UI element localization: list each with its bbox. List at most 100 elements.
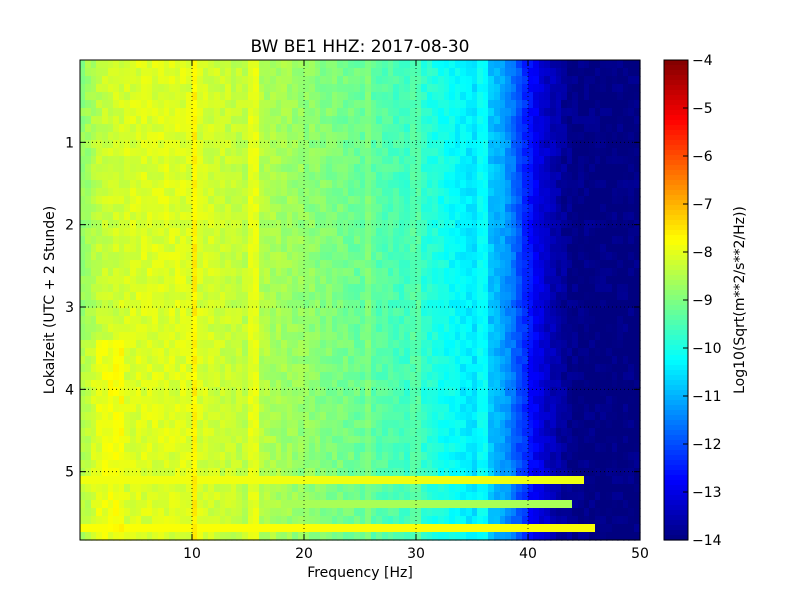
heatmap-cell (449, 428, 457, 437)
heatmap-cell (544, 252, 552, 261)
heatmap-cell (242, 76, 249, 85)
heatmap-cell (158, 84, 165, 93)
heatmap-cell (528, 108, 535, 117)
heatmap-cell (253, 172, 261, 181)
heatmap-cell (225, 308, 233, 317)
heatmap-cell (572, 340, 580, 349)
heatmap-cell (584, 92, 591, 101)
heatmap-cell (119, 84, 126, 93)
heatmap-cell (432, 276, 440, 285)
heatmap-cell (584, 268, 591, 277)
heatmap-cell (460, 100, 468, 109)
heatmap-cell (589, 140, 597, 149)
heatmap-cell (326, 180, 333, 189)
heatmap-cell (488, 436, 496, 445)
heatmap-cell (298, 380, 305, 389)
heatmap-cell (539, 284, 546, 293)
heatmap-cell (248, 204, 255, 213)
heatmap-cell (432, 60, 440, 69)
heatmap-cell (561, 100, 569, 109)
heatmap-cell (421, 132, 429, 141)
heatmap-cell (130, 252, 137, 261)
heatmap-cell (516, 204, 524, 213)
heatmap-cell (203, 100, 210, 109)
heatmap-cell (354, 148, 361, 157)
heatmap-cell (455, 356, 462, 365)
heatmap-cell (152, 252, 160, 261)
heatmap-cell (388, 76, 395, 85)
heatmap-cell (556, 172, 563, 181)
heatmap-cell (382, 284, 389, 293)
heatmap-cell (225, 236, 233, 245)
heatmap-cell (320, 140, 328, 149)
heatmap-cell (304, 76, 311, 85)
heatmap-cell (164, 156, 171, 165)
heatmap-cell (180, 380, 188, 389)
heatmap-cell (488, 116, 496, 125)
heatmap-cell (371, 92, 378, 101)
heatmap-cell (488, 68, 496, 77)
heatmap-cell (320, 260, 328, 269)
heatmap-cell (432, 228, 440, 237)
heatmap-cell (623, 308, 630, 317)
heatmap-cell (410, 420, 417, 429)
heatmap-cell (102, 92, 109, 101)
heatmap-cell (320, 108, 328, 117)
heatmap-cell (354, 324, 361, 333)
heatmap-cell (270, 340, 277, 349)
heatmap-cell (410, 436, 417, 445)
heatmap-cell (197, 84, 205, 93)
heatmap-cell (203, 380, 210, 389)
heatmap-cell (595, 387, 602, 397)
heatmap-cell (404, 188, 412, 198)
heatmap-cell (108, 372, 115, 381)
heatmap-cell (231, 108, 238, 117)
heatmap-cell (208, 108, 216, 117)
heatmap-cell (102, 132, 109, 141)
heatmap-cell (119, 396, 126, 405)
heatmap-cell (197, 428, 205, 437)
heatmap-cell (505, 180, 513, 189)
heatmap-cell (332, 387, 339, 397)
heatmap-cell (130, 348, 137, 357)
heatmap-cell (556, 76, 563, 85)
heatmap-cell (376, 236, 384, 245)
heatmap-cell (382, 332, 389, 341)
heatmap-cell (477, 380, 485, 389)
heatmap-cell (528, 412, 535, 421)
heatmap-cell (360, 428, 367, 437)
heatmap-cell (628, 116, 636, 125)
heatmap-cell (287, 428, 294, 437)
heatmap-cell (259, 196, 266, 205)
heatmap-cell (365, 292, 373, 301)
heatmap-cell (561, 180, 569, 189)
heatmap-cell (220, 292, 227, 301)
heatmap-cell (595, 116, 602, 125)
heatmap-cell (136, 100, 143, 109)
heatmap-cell (505, 292, 513, 301)
heatmap-cell (158, 428, 165, 437)
heatmap-cell (500, 252, 507, 261)
heatmap-cell (460, 212, 468, 221)
heatmap-cell (147, 364, 154, 373)
heatmap-cell (505, 244, 513, 253)
heatmap-cell (444, 284, 451, 293)
heatmap-cell (130, 220, 137, 229)
heatmap-cell (427, 276, 434, 285)
heatmap-cell (617, 372, 625, 381)
heatmap-cell (208, 84, 216, 93)
heatmap-cell (242, 340, 249, 349)
heatmap-cell (572, 324, 580, 333)
heatmap-cell (410, 228, 417, 237)
heatmap-cell (360, 308, 367, 317)
heatmap-cell (460, 332, 468, 341)
heatmap-cell (113, 236, 121, 245)
heatmap-cell (617, 412, 625, 421)
heatmap-cell (628, 220, 636, 229)
heatmap-cell (276, 252, 283, 261)
heatmap-cell (617, 108, 625, 117)
heatmap-cell (404, 372, 412, 381)
heatmap-cell (304, 452, 311, 461)
heatmap-cell (236, 76, 244, 85)
heatmap-cell (421, 204, 429, 213)
